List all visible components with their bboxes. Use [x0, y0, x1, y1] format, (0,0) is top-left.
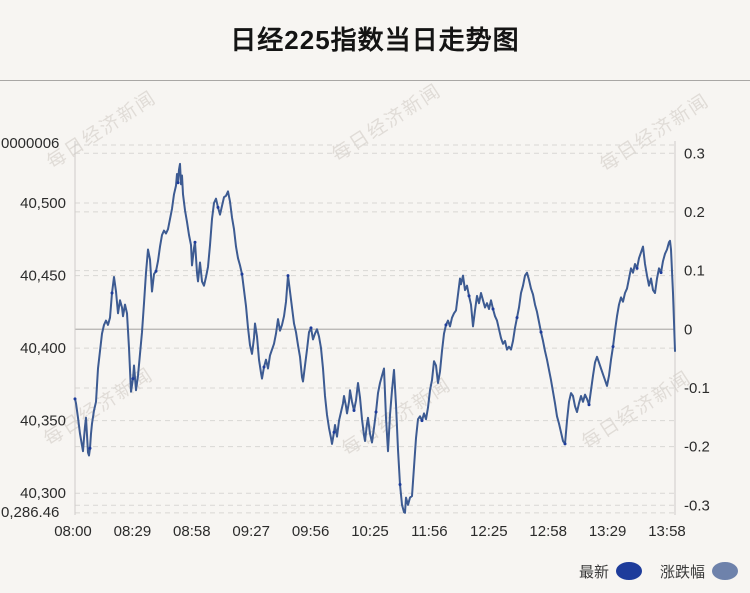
data-point-marker: [193, 240, 197, 244]
watermark-text: 每日经济新闻: [596, 89, 714, 176]
y-right-tick-label: 0.3: [684, 145, 705, 162]
y-right-tick-label: 0.2: [684, 204, 705, 221]
legend-marker-icon: [712, 562, 738, 580]
data-point-marker: [286, 274, 290, 278]
y-left-min-label: 0,286.46: [1, 504, 59, 521]
x-tick-label: 12:25: [470, 523, 508, 540]
legend-label: 最新: [578, 563, 609, 581]
chart-legend: 最新 涨跌幅: [0, 558, 738, 584]
data-point-marker: [398, 483, 402, 487]
page-title: 日经225指数当日走势图: [230, 25, 520, 55]
data-point-marker: [491, 307, 495, 311]
legend-item-latest: 最新: [579, 561, 642, 582]
y-right-tick-label: 0: [684, 321, 692, 338]
legend-marker-icon: [615, 562, 642, 580]
data-point-marker: [444, 323, 448, 327]
y-left-tick-label: 40,400: [20, 340, 66, 357]
x-tick-label: 10:25: [351, 523, 389, 540]
y-right-tick-label: 0.1: [684, 263, 705, 280]
data-point-marker: [176, 181, 180, 185]
x-tick-label: 13:29: [589, 523, 627, 540]
x-tick-label: 09:56: [292, 523, 330, 540]
y-right-tick-label: -0.1: [684, 380, 710, 397]
x-tick-label: 08:00: [54, 523, 92, 540]
data-point-marker: [110, 291, 114, 295]
y-left-tick-label: 40,300: [20, 485, 66, 502]
data-point-marker: [374, 410, 378, 414]
data-point-marker: [332, 430, 336, 434]
data-point-marker: [262, 365, 266, 369]
data-point-marker: [467, 294, 471, 298]
x-tick-label: 12:58: [529, 523, 567, 540]
data-point-marker: [611, 345, 615, 349]
data-point-marker: [420, 419, 424, 423]
data-point-marker: [352, 409, 356, 413]
x-tick-label: 08:29: [114, 523, 152, 540]
data-point-marker: [154, 269, 158, 273]
price-line: [74, 162, 676, 514]
watermark-text: 每日经济新闻: [40, 363, 158, 450]
x-tick-label: 09:27: [232, 523, 270, 540]
data-point-marker: [515, 316, 519, 320]
data-point-marker: [563, 442, 567, 446]
data-point-marker: [73, 397, 77, 401]
y-left-tick-label: 40,350: [20, 413, 66, 430]
data-point-marker: [216, 205, 220, 209]
data-point-marker: [539, 330, 543, 334]
data-point-marker: [88, 446, 92, 450]
title-divider: [0, 80, 750, 81]
y-left-tick-label: 40,500: [20, 195, 66, 212]
y-left-max-label: 0000006: [1, 135, 59, 152]
data-point-marker: [240, 272, 244, 276]
data-point-marker: [659, 271, 663, 275]
data-point-marker: [309, 326, 313, 330]
x-tick-label: 08:58: [173, 523, 211, 540]
data-point-marker: [635, 266, 639, 270]
x-tick-label: 11:56: [411, 523, 447, 540]
x-tick-label: 13:58: [648, 523, 686, 540]
y-right-tick-label: -0.2: [684, 439, 710, 456]
y-left-tick-label: 40,450: [20, 268, 66, 285]
legend-label: 涨跌幅: [659, 563, 705, 581]
watermark-text: 每日经济新闻: [578, 366, 696, 453]
data-point-marker: [131, 377, 135, 381]
y-right-tick-label: -0.3: [684, 497, 710, 514]
watermark-text: 每日经济新闻: [43, 86, 161, 173]
legend-item-change: 涨跌幅: [660, 561, 738, 582]
data-point-marker: [587, 403, 591, 407]
